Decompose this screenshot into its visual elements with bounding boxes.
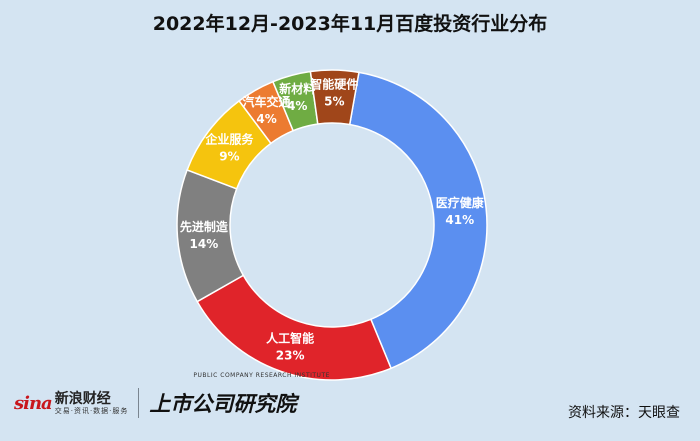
slice-0	[348, 71, 488, 370]
slice-value-5: 4%	[287, 99, 307, 113]
donut-slices	[176, 69, 488, 381]
slice-label-3: 企业服务	[204, 132, 254, 147]
slice-6	[309, 69, 360, 126]
footer-logos: sina 新浪财经 交易·资讯·数据·服务 PUBLIC COMPANY RES…	[14, 372, 330, 418]
slice-label-4: 汽车交通	[243, 94, 291, 109]
institute-name: 上市公司研究院	[149, 390, 297, 416]
slice-value-0: 41%	[445, 213, 474, 227]
institute-sub: PUBLIC COMPANY RESEARCH INSTITUTE	[193, 371, 330, 379]
slice-value-3: 9%	[219, 150, 239, 164]
slice-label-2: 先进制造	[180, 219, 229, 234]
sina-finance-logo: sina 新浪财经 交易·资讯·数据·服务	[14, 392, 128, 415]
logo-divider	[138, 388, 140, 418]
data-source: 资料来源：天眼查	[568, 405, 680, 421]
slice-label-5: 新材料	[279, 81, 315, 96]
chart-title: 2022年12月-2023年11月百度投资行业分布	[152, 13, 548, 35]
slice-label-0: 医疗健康	[436, 195, 485, 210]
slice-value-2: 14%	[190, 237, 219, 251]
institute-logo: PUBLIC COMPANY RESEARCH INSTITUTE 上市公司研究…	[149, 372, 329, 416]
slice-2	[176, 168, 245, 303]
slice-labels: 医疗健康41%人工智能23%先进制造14%企业服务9%汽车交通4%新材料4%智能…	[180, 77, 485, 363]
slice-label-1: 人工智能	[266, 330, 314, 345]
sina-mark: sina	[14, 392, 53, 414]
slice-label-6: 智能硬件	[309, 77, 358, 92]
sina-tagline: 交易·资讯·数据·服务	[54, 406, 129, 415]
sina-name: 新浪财经	[54, 390, 111, 407]
slice-value-1: 23%	[276, 348, 305, 362]
slice-value-6: 5%	[324, 95, 344, 109]
slice-1	[196, 274, 393, 381]
slice-value-4: 4%	[256, 112, 276, 126]
